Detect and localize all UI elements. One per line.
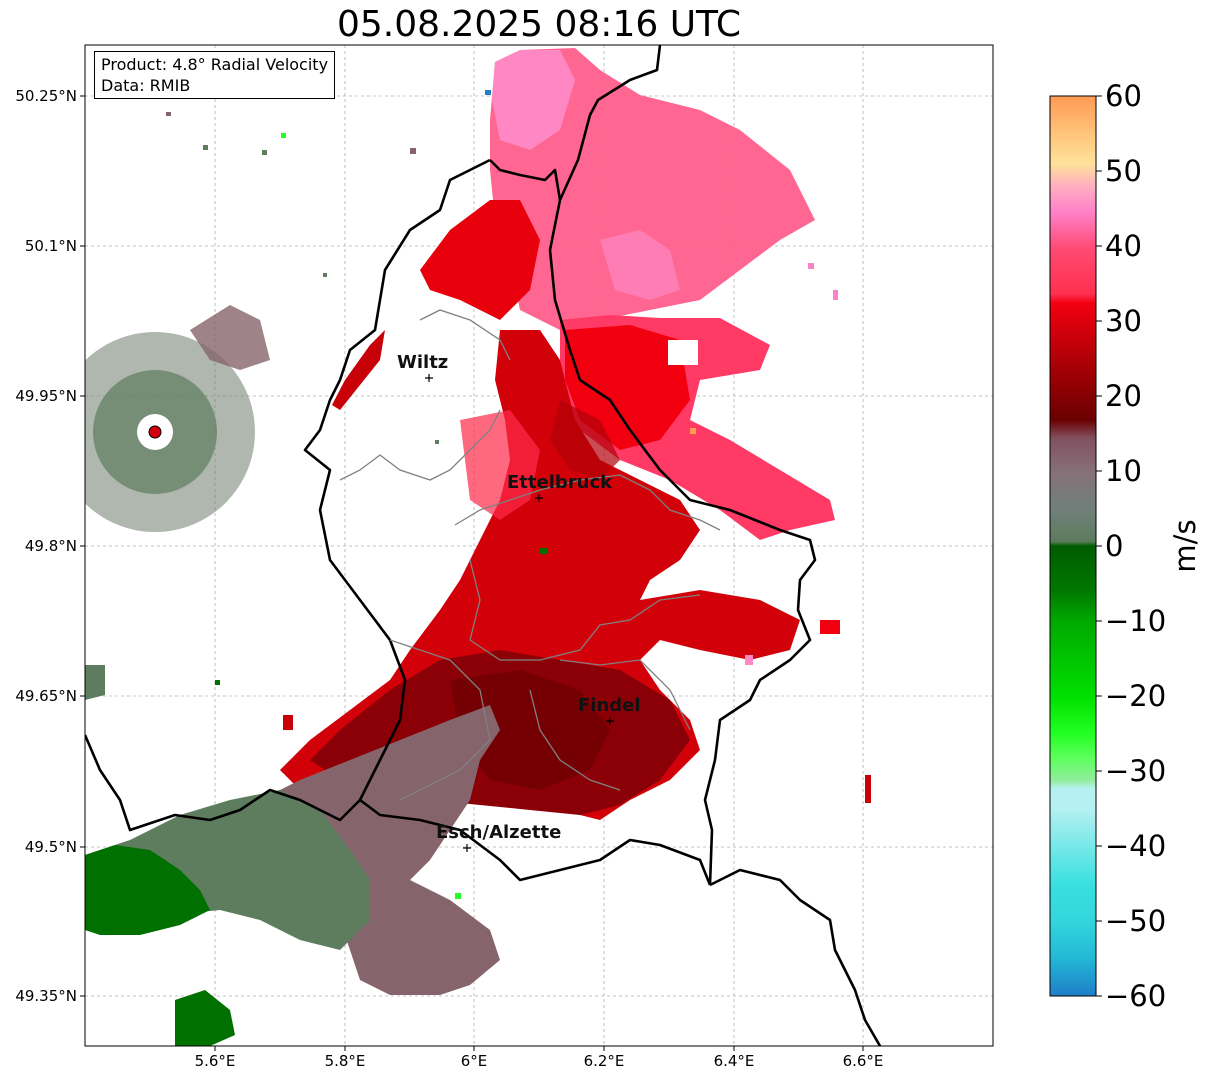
place-label-esch-alzette: Esch/Alzette xyxy=(436,822,561,843)
colorbar-tick-label: 30 xyxy=(1105,304,1142,338)
product-text: Product: 4.8° Radial Velocity xyxy=(101,55,329,74)
colorbar-tick-label: −10 xyxy=(1105,604,1166,638)
lat-tick-label: 49.5°N xyxy=(25,838,77,856)
lat-tick-label: 49.65°N xyxy=(15,687,77,705)
lat-tick-label: 50.1°N xyxy=(25,237,77,255)
colorbar-tick-label: 40 xyxy=(1105,229,1142,263)
colorbar-gradient xyxy=(1049,95,1097,997)
place-label-findel: Findel xyxy=(578,695,641,716)
lon-tick-label: 5.6°E xyxy=(195,1052,236,1070)
lon-tick-label: 6°E xyxy=(461,1052,488,1070)
lat-tick-label: 50.25°N xyxy=(15,87,77,105)
colorbar: 60 50 40 30 20 10 0 −10 −20 −30 −40 −50 … xyxy=(1049,79,1202,1013)
lon-tick-label: 6.4°E xyxy=(714,1052,755,1070)
colorbar-unit-label: m/s xyxy=(1168,519,1202,572)
colorbar-tick-label: −30 xyxy=(1105,754,1166,788)
canton-boundaries xyxy=(339,309,721,801)
lat-tick-label: 49.35°N xyxy=(15,987,77,1005)
colorbar-tick-label: 10 xyxy=(1105,454,1142,488)
colorbar-tick-label: −20 xyxy=(1105,679,1166,713)
place-markers xyxy=(425,374,614,852)
colorbar-tick-label: 50 xyxy=(1105,154,1142,188)
lon-ticks xyxy=(214,1046,864,1051)
map-title: 05.08.2025 08:16 UTC xyxy=(336,4,742,45)
colorbar-tick-label: −40 xyxy=(1105,829,1166,863)
place-label-ettelbruck: Ettelbruck xyxy=(507,472,613,493)
lon-tick-label: 6.6°E xyxy=(843,1052,884,1070)
lat-tick-label: 49.8°N xyxy=(25,537,77,555)
country-borders xyxy=(85,45,882,1046)
colorbar-tick-label: 60 xyxy=(1105,79,1142,113)
radar-echoes xyxy=(85,48,871,1046)
data-source-text: Data: RMIB xyxy=(101,76,191,95)
lat-ticks xyxy=(80,95,85,997)
lon-tick-label: 6.2°E xyxy=(584,1052,625,1070)
colorbar-tick-label: −50 xyxy=(1105,904,1166,938)
lat-tick-label: 49.95°N xyxy=(15,387,77,405)
radar-site-marker xyxy=(148,425,162,439)
colorbar-tick-label: −60 xyxy=(1105,979,1166,1013)
colorbar-tick-label: 20 xyxy=(1105,379,1142,413)
colorbar-tick-label: 0 xyxy=(1105,529,1123,563)
lon-tick-label: 5.8°E xyxy=(325,1052,366,1070)
place-label-wiltz: Wiltz xyxy=(397,352,448,373)
product-info-box: Product: 4.8° Radial Velocity Data: RMIB xyxy=(94,51,336,99)
